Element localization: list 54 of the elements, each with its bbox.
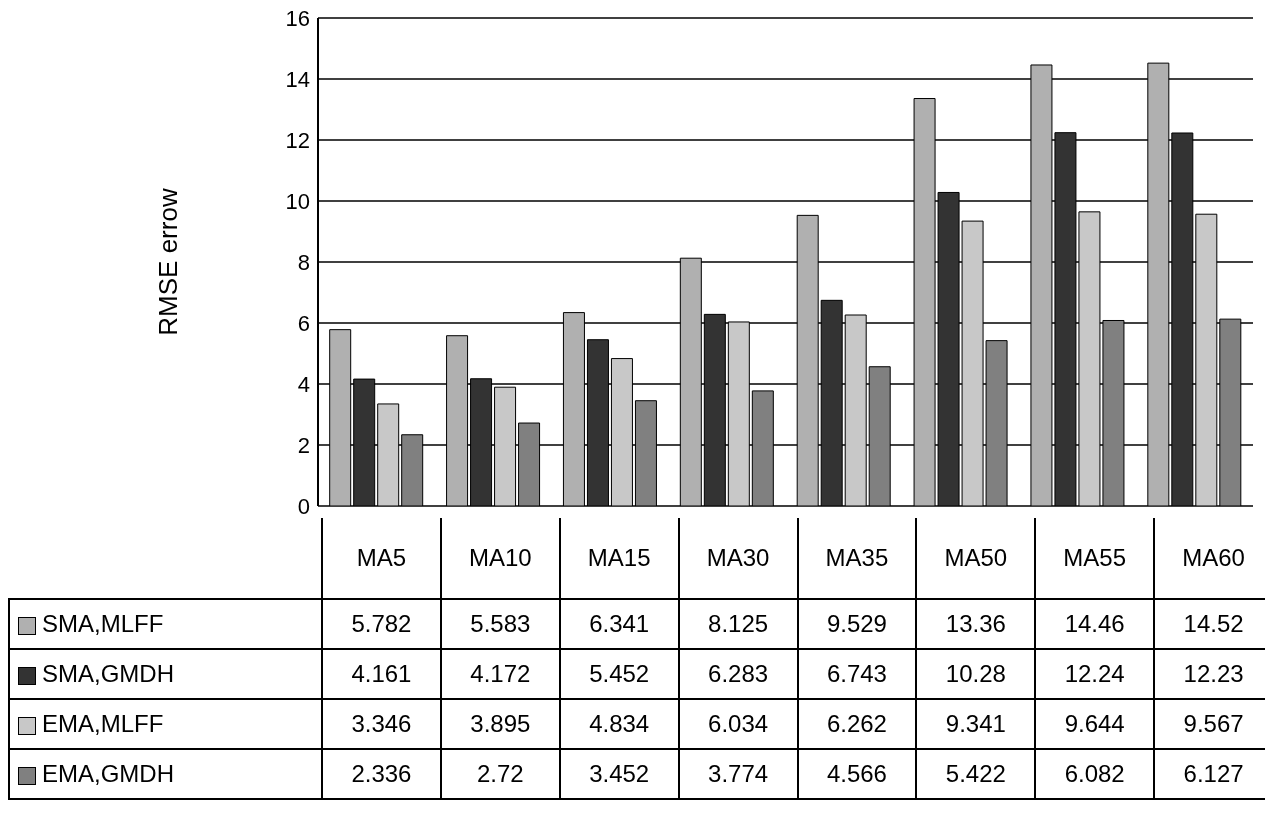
legend-label: SMA,MLFF [9, 599, 322, 649]
data-label: 9.341 [916, 699, 1036, 749]
data-label: 3.895 [440, 699, 560, 749]
data-label: 4.161 [322, 649, 441, 699]
data-label: 2.72 [440, 749, 560, 799]
y-tick-label: 12 [285, 127, 310, 153]
data-label: 6.082 [1035, 749, 1155, 799]
y-tick-label: 8 [297, 249, 310, 275]
data-label: 5.452 [559, 649, 679, 699]
y-tick-label: 14 [285, 66, 310, 92]
x-tick-label: MA5 [322, 518, 441, 599]
data-label: 6.262 [797, 699, 917, 749]
data-label: 14.52 [1154, 599, 1265, 649]
y-tick-label: 0 [297, 493, 310, 519]
data-label: 4.566 [797, 749, 917, 799]
y-tick-label: 2 [297, 432, 310, 458]
data-label: 8.125 [678, 599, 798, 649]
x-tick-label: MA55 [1035, 518, 1155, 599]
data-label: 6.283 [678, 649, 798, 699]
data-label: 5.583 [440, 599, 560, 649]
legend-label: EMA,GMDH [9, 749, 322, 799]
data-label: 12.23 [1154, 649, 1265, 699]
x-tick-label: MA60 [1154, 518, 1265, 599]
y-tick-label: 10 [285, 188, 310, 214]
data-label: 14.46 [1035, 599, 1155, 649]
x-tick-label: MA10 [440, 518, 560, 599]
data-label: 6.341 [559, 599, 679, 649]
legend-label: SMA,GMDH [9, 649, 322, 699]
data-label: 6.034 [678, 699, 798, 749]
data-label: 9.644 [1035, 699, 1155, 749]
data-label: 12.24 [1035, 649, 1155, 699]
data-label: 3.346 [322, 699, 441, 749]
data-label: 13.36 [916, 599, 1036, 649]
data-label: 2.336 [322, 749, 441, 799]
data-label: 3.774 [678, 749, 798, 799]
x-tick-label: MA15 [559, 518, 679, 599]
data-label: 5.422 [916, 749, 1036, 799]
data-label: 9.567 [1154, 699, 1265, 749]
data-label: 4.172 [440, 649, 560, 699]
x-tick-label: MA50 [916, 518, 1036, 599]
data-label: 10.28 [916, 649, 1036, 699]
y-axis-title: RMSE errow [153, 188, 184, 336]
y-tick-label: 4 [297, 371, 310, 397]
y-tick-label: 6 [297, 310, 310, 336]
data-label: 5.782 [322, 599, 441, 649]
legend-label: EMA,MLFF [9, 699, 322, 749]
data-label: 4.834 [559, 699, 679, 749]
y-tick-label: 16 [285, 5, 310, 31]
data-label: 6.743 [797, 649, 917, 699]
data-label: 6.127 [1154, 749, 1265, 799]
x-tick-label: MA35 [797, 518, 917, 599]
data-label: 3.452 [559, 749, 679, 799]
x-tick-label: MA30 [678, 518, 798, 599]
data-label: 9.529 [797, 599, 917, 649]
